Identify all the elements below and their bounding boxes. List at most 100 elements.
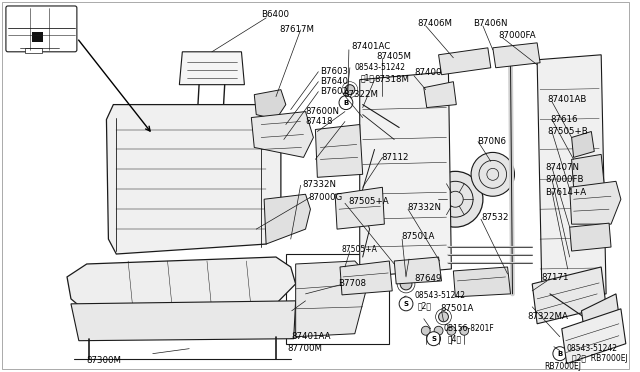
Text: S: S bbox=[431, 336, 436, 342]
Circle shape bbox=[434, 326, 443, 335]
Text: 08543-51242: 08543-51242 bbox=[566, 344, 618, 353]
Polygon shape bbox=[570, 181, 621, 224]
Polygon shape bbox=[360, 72, 451, 277]
Polygon shape bbox=[264, 194, 310, 244]
Text: 87700M: 87700M bbox=[288, 344, 323, 353]
Text: 87600N: 87600N bbox=[305, 107, 339, 116]
FancyBboxPatch shape bbox=[6, 6, 77, 52]
Polygon shape bbox=[424, 82, 456, 108]
Polygon shape bbox=[394, 257, 442, 284]
Polygon shape bbox=[438, 48, 491, 75]
Polygon shape bbox=[340, 261, 392, 295]
Polygon shape bbox=[453, 267, 511, 297]
Polygon shape bbox=[562, 309, 626, 363]
Text: 87505+A: 87505+A bbox=[342, 244, 378, 254]
Circle shape bbox=[267, 230, 275, 238]
Polygon shape bbox=[537, 55, 606, 299]
Text: B70N6: B70N6 bbox=[477, 137, 506, 146]
Bar bbox=[24, 48, 42, 53]
Text: 87000FB: 87000FB bbox=[545, 175, 584, 184]
Text: 87505+A: 87505+A bbox=[348, 197, 388, 206]
Circle shape bbox=[228, 118, 237, 125]
Circle shape bbox=[553, 347, 566, 360]
Polygon shape bbox=[254, 90, 286, 119]
Text: 87322M: 87322M bbox=[343, 90, 378, 99]
Circle shape bbox=[460, 326, 468, 335]
Text: 87171: 87171 bbox=[541, 273, 568, 282]
Text: B7602: B7602 bbox=[320, 87, 348, 96]
Circle shape bbox=[428, 171, 483, 227]
Polygon shape bbox=[572, 154, 604, 187]
Circle shape bbox=[345, 85, 355, 94]
Polygon shape bbox=[71, 301, 296, 341]
Bar bbox=[31, 32, 44, 42]
Polygon shape bbox=[335, 187, 385, 229]
Polygon shape bbox=[582, 294, 621, 347]
Text: 87501A: 87501A bbox=[401, 232, 435, 241]
Circle shape bbox=[230, 138, 239, 145]
Text: 87401AC: 87401AC bbox=[352, 42, 391, 51]
Polygon shape bbox=[493, 43, 540, 68]
Text: 87000G: 87000G bbox=[308, 193, 343, 202]
Text: 87112: 87112 bbox=[381, 153, 409, 162]
Text: 87300M: 87300M bbox=[87, 356, 122, 365]
Text: 08543-51242: 08543-51242 bbox=[415, 291, 466, 300]
Circle shape bbox=[339, 96, 353, 110]
Circle shape bbox=[570, 255, 577, 263]
Text: 87418: 87418 bbox=[305, 117, 333, 126]
Text: B: B bbox=[557, 351, 563, 357]
Text: 87616: 87616 bbox=[550, 115, 577, 124]
Text: B7406N: B7406N bbox=[473, 19, 508, 28]
Text: 87407N: 87407N bbox=[545, 163, 579, 172]
Polygon shape bbox=[106, 105, 281, 254]
Polygon shape bbox=[316, 125, 363, 177]
Bar bbox=[286, 254, 389, 344]
Text: 。2〃  RB7000EJ: 。2〃 RB7000EJ bbox=[572, 354, 627, 363]
Text: 。2〃: 。2〃 bbox=[418, 301, 432, 310]
Polygon shape bbox=[570, 223, 611, 251]
Text: 87332N: 87332N bbox=[303, 180, 337, 189]
Text: 87318M: 87318M bbox=[374, 75, 410, 84]
Text: B7614+A: B7614+A bbox=[545, 188, 586, 197]
Circle shape bbox=[194, 119, 200, 125]
Polygon shape bbox=[532, 267, 606, 324]
Circle shape bbox=[399, 297, 413, 311]
Text: 87406M: 87406M bbox=[417, 19, 452, 28]
Polygon shape bbox=[252, 112, 314, 157]
Circle shape bbox=[447, 326, 456, 335]
Circle shape bbox=[400, 278, 412, 290]
Text: 87322MA: 87322MA bbox=[527, 312, 568, 321]
Text: 0B156-8201F: 0B156-8201F bbox=[444, 324, 494, 333]
Polygon shape bbox=[296, 261, 369, 337]
Text: 87400: 87400 bbox=[414, 68, 442, 77]
Polygon shape bbox=[179, 52, 244, 85]
Text: 87505+B: 87505+B bbox=[547, 127, 588, 136]
Text: 87332N: 87332N bbox=[407, 203, 441, 212]
Text: 87617M: 87617M bbox=[279, 25, 314, 34]
Text: 87401AA: 87401AA bbox=[292, 332, 332, 341]
Text: RB7000EJ: RB7000EJ bbox=[545, 362, 582, 371]
Text: 87401AB: 87401AB bbox=[547, 95, 586, 104]
Text: B7603: B7603 bbox=[320, 67, 348, 76]
Text: B6400: B6400 bbox=[261, 10, 289, 19]
Text: 。4〃: 。4〃 bbox=[447, 334, 461, 343]
Text: B7708: B7708 bbox=[338, 279, 366, 288]
Text: B: B bbox=[343, 100, 349, 106]
Text: 87649: 87649 bbox=[414, 275, 442, 283]
Circle shape bbox=[421, 326, 430, 335]
Text: 87000FA: 87000FA bbox=[499, 31, 536, 41]
Circle shape bbox=[471, 153, 515, 196]
Text: 08543-51242: 08543-51242 bbox=[355, 63, 406, 72]
Text: B7640: B7640 bbox=[320, 77, 348, 86]
Circle shape bbox=[220, 119, 226, 125]
Circle shape bbox=[438, 312, 449, 322]
Circle shape bbox=[427, 332, 440, 346]
Text: S: S bbox=[404, 301, 408, 307]
Text: 87501A: 87501A bbox=[440, 304, 474, 313]
Polygon shape bbox=[67, 257, 296, 314]
Text: 87405M: 87405M bbox=[376, 52, 412, 61]
Circle shape bbox=[570, 267, 577, 275]
Circle shape bbox=[380, 93, 389, 103]
Text: 。1〃: 。1〃 bbox=[361, 73, 374, 82]
Polygon shape bbox=[572, 131, 595, 157]
